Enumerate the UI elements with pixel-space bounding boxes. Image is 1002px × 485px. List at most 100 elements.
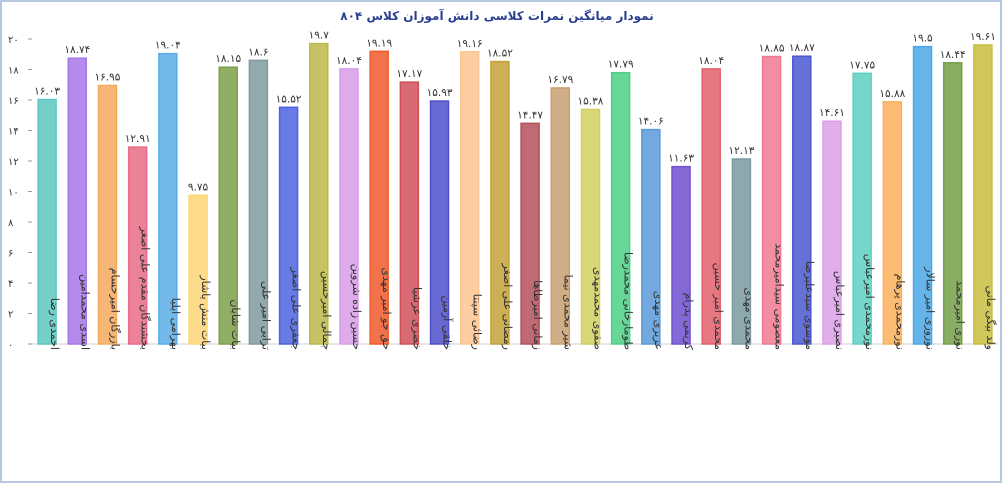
y-tick-label: ۲۰ <box>8 35 19 46</box>
value-label: ۱۸.۴۴ <box>940 49 966 61</box>
value-label: ۱۹.۱۹ <box>366 37 392 49</box>
x-tick-label: اسدی محمدامین <box>78 274 91 350</box>
value-label: ۱۸.۸۷ <box>789 42 815 54</box>
bar[interactable] <box>580 108 601 345</box>
bar[interactable] <box>641 128 661 345</box>
value-label: ۱۵.۹۳ <box>427 87 453 99</box>
bar[interactable] <box>761 55 782 345</box>
bar[interactable] <box>369 50 389 345</box>
x-tick-label: صفوی محمدمهدی <box>591 267 604 350</box>
value-label: ۱۴.۴۷ <box>517 109 543 121</box>
bar[interactable] <box>882 101 903 345</box>
bar[interactable] <box>520 122 540 345</box>
value-label: ۱۲.۹۱ <box>125 133 151 145</box>
bar[interactable] <box>218 66 238 345</box>
value-label: ۱۵.۸۸ <box>879 88 905 100</box>
bar[interactable] <box>942 62 963 345</box>
x-tick-label: خلقی آرمین <box>441 295 455 350</box>
x-tick-label: بخشندگان مقدم علی اصغر <box>139 226 152 350</box>
value-label: ۱۹.۱۶ <box>457 38 483 50</box>
value-label: ۱۹.۷ <box>309 30 330 42</box>
bar[interactable] <box>490 60 510 345</box>
y-tick-label: ۱۶ <box>8 96 19 107</box>
chart-title: نمودار میانگین نمرات کلاسی دانش آموزان ک… <box>340 8 653 24</box>
bar[interactable] <box>127 146 148 345</box>
value-label: ۱۸.۶ <box>248 46 268 58</box>
x-tick-label: محمدی مهدی <box>742 287 755 350</box>
value-label: ۱۸.۸۵ <box>759 43 785 55</box>
bar[interactable] <box>792 55 812 345</box>
bar[interactable] <box>610 71 631 345</box>
y-tick-label: ۴ <box>8 279 13 290</box>
bar[interactable] <box>701 68 721 345</box>
x-tick-label: طومارخانی محمدرضا <box>622 252 635 350</box>
y-tick-label: ۰ <box>8 340 13 351</box>
bar[interactable] <box>429 100 450 345</box>
bar[interactable] <box>973 44 993 345</box>
value-label: ۱۵.۵۲ <box>276 93 302 105</box>
value-label: ۱۸.۰۴ <box>698 55 724 67</box>
bar[interactable] <box>671 165 691 345</box>
value-label: ۱۶.۷۹ <box>547 74 573 86</box>
y-tick-label: ۲ <box>8 310 13 321</box>
x-tick-label: نورمحمدی پرهام <box>893 274 906 350</box>
bar[interactable] <box>278 106 299 345</box>
x-tick-label: معصومی سیدامیرمحمد <box>773 243 786 350</box>
bar[interactable] <box>188 194 208 345</box>
value-label: ۱۸.۷۴ <box>64 44 90 56</box>
value-label: ۱۵.۳۸ <box>578 95 604 107</box>
bar[interactable] <box>339 68 359 345</box>
x-tick-label: ولد بیگی مانی <box>984 285 997 350</box>
bar[interactable] <box>309 42 329 345</box>
y-tick-label: ۱۲ <box>8 157 19 168</box>
x-tick-label: محمدی امیر حسین <box>712 263 725 350</box>
bar[interactable] <box>399 81 420 345</box>
bar[interactable] <box>158 52 178 345</box>
x-tick-label: ترابی امیر علی <box>259 281 272 350</box>
y-tick-label: ۱۰ <box>8 188 19 199</box>
bar[interactable] <box>912 45 933 345</box>
x-tick-label: خضری عرشیا <box>410 287 423 350</box>
x-tick-label: جمالی امیرحسین <box>320 271 333 350</box>
value-label: ۱۴.۶۱ <box>819 107 845 119</box>
x-tick-label: نورمحمدی امیرعباس <box>863 254 876 350</box>
bar[interactable] <box>248 59 269 345</box>
x-tick-label: عزیزی مهدی <box>652 291 665 350</box>
value-label: ۱۲.۱۳ <box>728 145 754 157</box>
value-label: ۱۹.۵ <box>912 33 933 45</box>
y-tick-label: ۱۴ <box>8 127 19 138</box>
value-label: ۱۸.۵۲ <box>487 48 513 60</box>
value-label: ۹.۷۵ <box>188 181 209 193</box>
bar[interactable] <box>67 57 88 345</box>
value-label: ۱۹.۶۱ <box>970 31 996 43</box>
x-tick-label: نصیری امیرعباس <box>833 271 846 350</box>
x-tick-label: بیات شایان <box>229 299 242 350</box>
y-tick-label: ۶ <box>8 249 13 260</box>
x-tick-label: احمدی رضا <box>48 298 61 350</box>
bar[interactable] <box>822 120 842 345</box>
value-label: ۱۷.۷۹ <box>608 59 634 71</box>
value-label: ۱۶.۰۳ <box>34 86 60 98</box>
x-labels-group: احمدی رضا اسدی محمدامین بازرگان امیرحسام بخ… <box>48 226 997 351</box>
x-tick-label: نوری امیرمحمد <box>954 280 967 350</box>
bar[interactable] <box>459 51 480 345</box>
x-tick-label: جعفری علی اصغر <box>290 267 303 351</box>
x-tick-label: کریمی پدرام <box>682 293 695 351</box>
y-tick-label: ۸ <box>8 218 14 229</box>
value-label: ۱۷.۱۷ <box>396 68 422 80</box>
x-tick-label: رمضانی علی اصغر <box>501 263 514 350</box>
value-label: ۱۴.۰۶ <box>638 116 664 128</box>
bar[interactable] <box>37 98 57 345</box>
x-tick-label: بهرامی ایلیا <box>169 298 182 350</box>
x-tick-label: حسین زاده شروین <box>350 264 363 350</box>
bar[interactable] <box>731 158 752 345</box>
x-tick-label: نوروزی امیر سالار <box>924 266 937 350</box>
bar[interactable] <box>550 87 571 345</box>
x-tick-label: زمانی امیرطاها <box>531 280 544 350</box>
bar[interactable] <box>97 84 118 345</box>
bar[interactable] <box>852 72 872 345</box>
x-tick-label: رضائی سپنتا <box>471 294 484 350</box>
x-tick-label: حق جو امیر مهدی <box>379 267 393 350</box>
